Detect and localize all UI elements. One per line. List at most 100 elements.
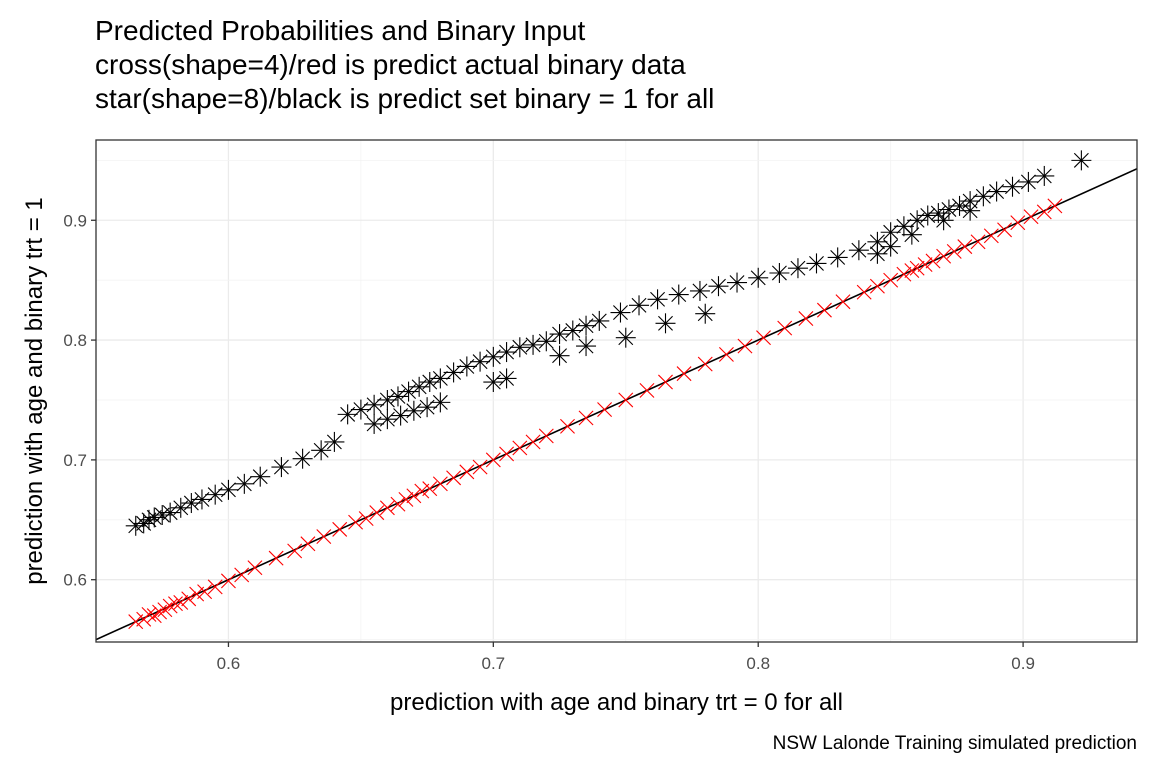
cross-point — [234, 567, 250, 583]
cross-point — [414, 483, 430, 499]
cross-point — [300, 536, 316, 552]
star-point — [848, 240, 869, 261]
cross-point — [1023, 209, 1039, 225]
star-point — [409, 376, 430, 397]
star-point — [509, 337, 530, 358]
cross-point — [909, 260, 925, 276]
cross-point — [538, 428, 554, 444]
star-point — [562, 320, 583, 341]
star-point — [576, 315, 597, 336]
cross-point — [398, 491, 414, 507]
cross-point — [936, 248, 952, 264]
cross-point — [718, 346, 734, 362]
chart-title: Predicted Probabilities and Binary Input — [95, 15, 586, 46]
x-axis-title: prediction with age and binary trt = 0 f… — [390, 689, 843, 716]
cross-point — [525, 434, 541, 450]
cross-point — [472, 459, 488, 475]
cross-point — [756, 330, 771, 346]
star-point — [430, 392, 451, 413]
star-point — [398, 381, 419, 402]
star-point — [938, 199, 959, 220]
cross-point — [777, 320, 793, 336]
star-point — [181, 493, 202, 514]
star-point — [390, 405, 411, 426]
cross-point — [639, 382, 655, 398]
cross-point — [379, 500, 395, 516]
cross-point — [917, 257, 933, 273]
cross-point — [1047, 198, 1063, 214]
grid-lines — [95, 140, 1137, 642]
star-point — [144, 507, 165, 528]
cross-point — [220, 573, 236, 589]
star-point — [769, 262, 790, 283]
star-point — [549, 345, 570, 366]
cross-point — [152, 604, 168, 620]
cross-point — [578, 410, 594, 426]
star-point — [689, 280, 710, 301]
cross-point — [798, 311, 814, 326]
star-point — [205, 484, 226, 505]
cross-point — [896, 266, 912, 282]
star-point — [827, 247, 848, 268]
star-point — [695, 303, 716, 324]
star-point — [1071, 150, 1092, 171]
cross-point — [287, 543, 303, 559]
cross-point — [316, 529, 332, 545]
star-point — [523, 334, 544, 355]
cross-point — [658, 374, 673, 390]
star-point — [496, 368, 517, 389]
star-point — [234, 473, 255, 494]
star-point — [576, 336, 597, 357]
star-point — [496, 342, 517, 363]
cross-point — [268, 550, 284, 566]
star-point — [589, 310, 610, 331]
star-point — [655, 313, 676, 334]
cross-point — [816, 302, 832, 318]
star-point — [708, 276, 729, 297]
star-point — [419, 372, 440, 393]
cross-point — [432, 476, 448, 492]
star-point — [250, 466, 271, 487]
star-point — [880, 236, 901, 257]
x-tick-label: 0.7 — [482, 654, 506, 673]
cross-point — [997, 222, 1013, 238]
cross-point — [332, 521, 348, 537]
x-tick-label: 0.8 — [746, 654, 770, 673]
cross-point — [162, 598, 178, 614]
star-point — [917, 205, 938, 226]
y-tick-label: 0.7 — [63, 451, 87, 470]
star-point — [387, 386, 408, 407]
star-point — [470, 351, 491, 372]
star-point — [727, 272, 748, 293]
cross-point — [869, 278, 885, 294]
star-point — [483, 346, 504, 367]
star-point — [364, 394, 385, 415]
star-point — [615, 327, 636, 348]
cross-point — [1010, 215, 1026, 231]
star-point — [170, 497, 191, 518]
star-point — [152, 505, 173, 526]
cross-point — [485, 452, 501, 468]
cross-point — [173, 595, 189, 610]
star-point — [668, 284, 689, 305]
cross-point — [197, 584, 213, 600]
star-point — [629, 295, 650, 316]
reference-line-layer — [96, 167, 1137, 641]
star-point — [748, 267, 769, 288]
star-point — [337, 404, 358, 425]
star-point — [949, 195, 970, 216]
star-point — [364, 413, 385, 434]
cross-point — [168, 596, 183, 612]
star-point — [647, 289, 668, 310]
star-point — [403, 400, 424, 421]
star-point — [549, 324, 570, 345]
x-tick-label: 0.9 — [1011, 654, 1035, 673]
star-point — [311, 440, 332, 461]
star-point — [933, 210, 954, 231]
cross-point — [406, 488, 422, 504]
cross-point — [446, 470, 462, 486]
star-point — [986, 181, 1007, 202]
cross-point — [390, 496, 406, 512]
x-tick-label: 0.6 — [217, 654, 241, 673]
